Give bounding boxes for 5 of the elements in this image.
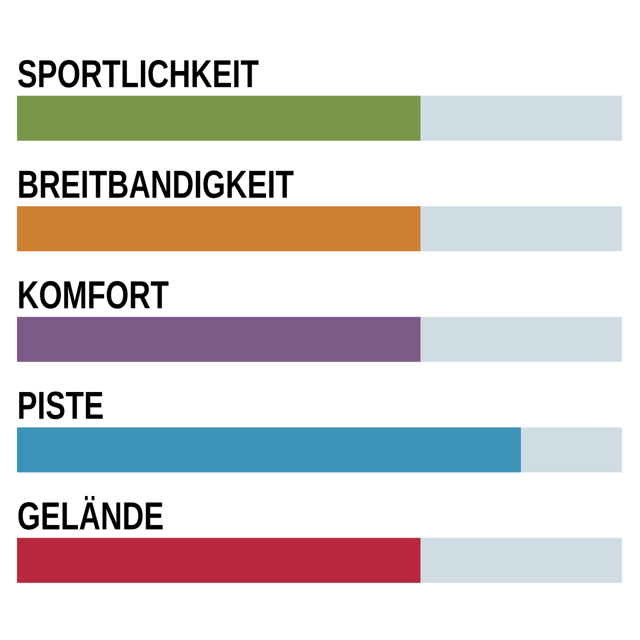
y-tick-label: BREITBANDIGKEIT <box>19 170 294 198</box>
y-tick-label: GELÄNDE <box>18 496 163 530</box>
y-tick-label: PISTE <box>19 392 103 420</box>
y-tick-label: KOMFORT <box>19 281 169 309</box>
y-tick-label: SPORTLICHKEIT <box>18 60 259 88</box>
